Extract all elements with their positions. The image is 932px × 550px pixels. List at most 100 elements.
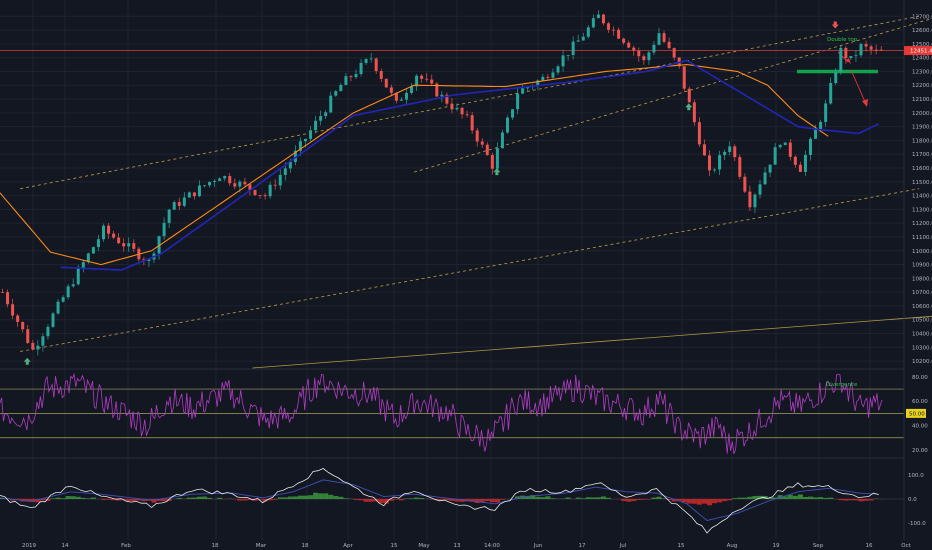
histogram-bar: [686, 499, 692, 504]
candle-body: [581, 36, 585, 41]
candle-body: [374, 58, 378, 72]
candle-body: [283, 168, 287, 175]
histogram-bar: [25, 499, 31, 502]
y-tick-label: 12400.0: [912, 56, 932, 62]
x-tick-label: Jul: [619, 543, 627, 549]
candle-body: [824, 103, 828, 122]
channel-upper-line: [20, 15, 920, 190]
grid-lines: [0, 0, 904, 540]
histogram-bar: [156, 499, 162, 501]
histogram-bar: [404, 498, 410, 499]
histogram-bar: [676, 499, 682, 501]
candle-body: [500, 132, 504, 149]
candle-body: [879, 49, 883, 51]
candle-body: [814, 129, 818, 139]
x-tick-label: May: [418, 543, 430, 549]
y-tick-label: 12700.0: [912, 14, 932, 20]
candle-body: [405, 92, 408, 100]
candle-body: [71, 284, 75, 287]
histogram-bar: [257, 499, 263, 500]
y-tick-label: 11100.0: [912, 235, 932, 241]
candle-body: [410, 86, 414, 93]
histogram-bar: [111, 499, 117, 501]
histogram-bar: [515, 496, 521, 499]
histogram-bar: [297, 495, 303, 499]
histogram-bar: [40, 499, 46, 501]
histogram-bar: [681, 499, 687, 503]
histogram-bar: [106, 499, 112, 500]
rsi-tick-label: 20.00: [912, 448, 928, 454]
candle-body: [788, 142, 792, 157]
histogram-bar: [15, 499, 21, 500]
candle-body: [309, 130, 313, 139]
y-tick-label: 12300.0: [912, 69, 932, 75]
double-top-label: Double top: [827, 37, 858, 43]
candle-body: [278, 174, 282, 186]
candle-body: [102, 225, 105, 240]
candle-body: [66, 286, 70, 298]
histogram-bar: [808, 496, 814, 499]
candle-body: [708, 155, 711, 171]
candle-body: [6, 292, 10, 305]
x-tick-label: Sep: [813, 543, 824, 549]
histogram-bar: [10, 499, 16, 501]
candle-body: [379, 71, 383, 79]
y-tick-label: 12100.0: [912, 97, 932, 103]
rsi-line: [0, 372, 883, 455]
rsi-tick-label: 60.00: [912, 399, 928, 405]
x-tick-label: 17: [579, 543, 586, 549]
candle-body: [854, 55, 858, 57]
histogram-bar: [717, 499, 723, 503]
histogram-bar: [863, 499, 869, 501]
candle-body: [591, 18, 595, 28]
candle-body: [460, 107, 464, 115]
rsi-value-label: 50.00: [909, 411, 925, 417]
histogram-bar: [383, 499, 389, 504]
candle-body: [364, 59, 368, 63]
histogram-bar: [388, 499, 394, 501]
candle-body: [86, 253, 90, 263]
candle-body: [213, 180, 217, 182]
candle-body: [682, 66, 686, 89]
histogram-bar: [737, 497, 743, 499]
ma-fast-line: [60, 59, 880, 271]
candle-body: [359, 62, 363, 75]
histogram-bar: [666, 499, 672, 500]
candle-body: [112, 233, 116, 238]
signal-markers: [23, 21, 839, 365]
histogram-bar: [484, 499, 490, 502]
histogram-bar: [782, 496, 788, 499]
candle-body: [869, 46, 873, 50]
candle-body: [702, 144, 706, 156]
oscillator-tick-label: -100.0: [908, 521, 926, 527]
histogram-bar: [136, 499, 142, 501]
histogram-bar: [80, 497, 86, 499]
x-tick-label: 14:00: [484, 543, 500, 549]
candle-body: [122, 243, 126, 247]
candle-body: [516, 93, 520, 110]
y-tick-label: 11300.0: [912, 207, 932, 213]
candle-body: [253, 190, 257, 196]
histogram-bar: [727, 499, 733, 501]
candle-body: [127, 243, 131, 247]
candle-body: [612, 29, 616, 31]
histogram-bar: [217, 497, 223, 499]
histogram-bar: [580, 498, 586, 499]
up-arrow-marker: [493, 168, 501, 176]
candle-body: [718, 155, 722, 170]
histogram-bar: [55, 497, 61, 499]
candle-body: [91, 247, 95, 254]
histogram-bar: [141, 499, 147, 502]
candle-body: [834, 72, 838, 84]
histogram-bar: [722, 499, 728, 502]
x-tick-label: 2019: [22, 543, 36, 549]
candle-body: [692, 102, 696, 123]
histogram-bar: [90, 497, 96, 499]
histogram-bar: [101, 499, 107, 500]
histogram-bar: [474, 499, 480, 504]
y-tick-label: 11800.0: [912, 138, 932, 144]
candle-body: [652, 44, 656, 53]
histogram-bar: [641, 499, 647, 500]
histogram-bar: [318, 493, 324, 499]
